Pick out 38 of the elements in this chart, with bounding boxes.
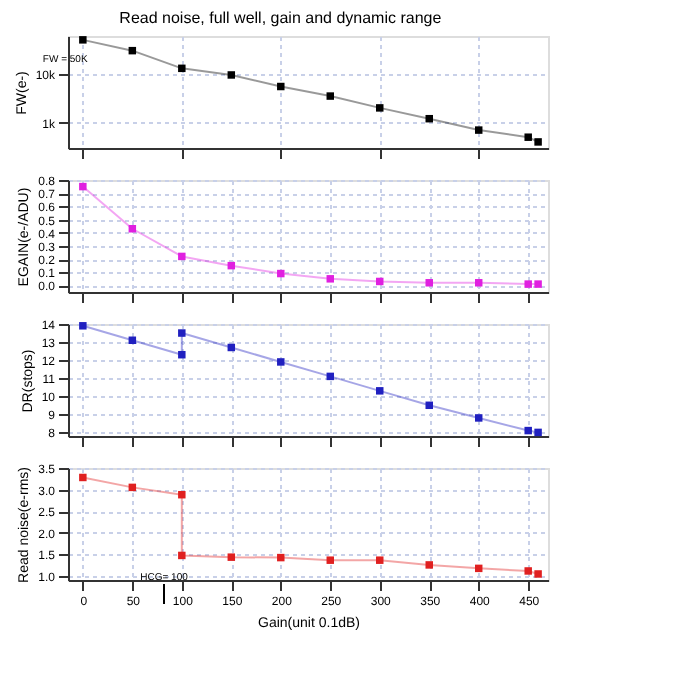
point [277, 553, 285, 562]
point [524, 567, 532, 575]
point [79, 473, 87, 482]
point [524, 133, 532, 141]
point [277, 82, 285, 91]
point [425, 279, 433, 287]
point [79, 182, 87, 191]
chart-title: Read noise, full well, gain and dynamic range [119, 9, 443, 27]
point [534, 138, 542, 146]
point [534, 428, 542, 437]
point [178, 64, 186, 73]
point [79, 322, 87, 330]
point [474, 414, 483, 422]
point [178, 329, 186, 337]
point [178, 252, 186, 261]
point [474, 126, 483, 134]
point [326, 92, 335, 100]
point [425, 561, 433, 569]
point [534, 570, 542, 578]
point [178, 350, 186, 359]
point [178, 490, 186, 499]
point [227, 553, 236, 561]
point [277, 358, 285, 366]
point [227, 71, 236, 79]
point [425, 114, 433, 123]
point [534, 280, 542, 288]
point [376, 556, 384, 564]
point [178, 551, 186, 560]
point [425, 401, 433, 410]
point [474, 279, 483, 287]
point [277, 269, 285, 278]
point [524, 426, 532, 435]
point [376, 387, 384, 395]
point [326, 556, 335, 564]
point [326, 275, 335, 283]
point [79, 36, 87, 44]
point [376, 104, 384, 112]
point [524, 280, 532, 288]
